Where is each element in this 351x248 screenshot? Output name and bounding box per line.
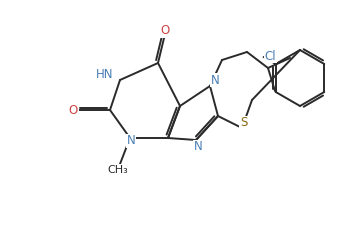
Text: Cl: Cl bbox=[265, 50, 277, 62]
Text: N: N bbox=[127, 134, 135, 148]
Text: HN: HN bbox=[95, 68, 113, 82]
Text: O: O bbox=[68, 103, 78, 117]
Text: CH₃: CH₃ bbox=[108, 165, 128, 175]
Text: N: N bbox=[194, 141, 203, 154]
Text: N: N bbox=[211, 73, 219, 87]
Text: S: S bbox=[240, 117, 248, 129]
Text: O: O bbox=[160, 25, 170, 37]
